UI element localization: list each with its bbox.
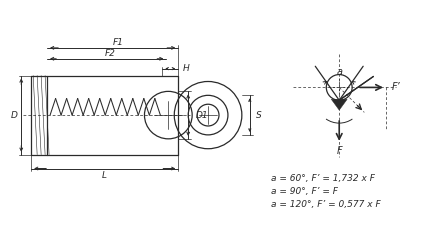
Text: a: a — [336, 67, 342, 77]
Polygon shape — [331, 99, 347, 110]
Text: S: S — [256, 111, 262, 120]
Text: D: D — [11, 111, 18, 120]
Text: H: H — [183, 64, 190, 73]
Text: a = 120°, F’ = 0,577 x F: a = 120°, F’ = 0,577 x F — [271, 200, 380, 209]
Text: D1: D1 — [196, 111, 209, 120]
Text: F1: F1 — [113, 38, 124, 47]
Text: L: L — [102, 171, 107, 180]
Text: a = 60°, F’ = 1,732 x F: a = 60°, F’ = 1,732 x F — [271, 175, 375, 184]
Text: F’: F’ — [392, 82, 401, 92]
Text: F2: F2 — [104, 49, 115, 58]
Text: a = 90°, F’ = F: a = 90°, F’ = F — [271, 187, 337, 196]
Text: F: F — [337, 146, 342, 156]
